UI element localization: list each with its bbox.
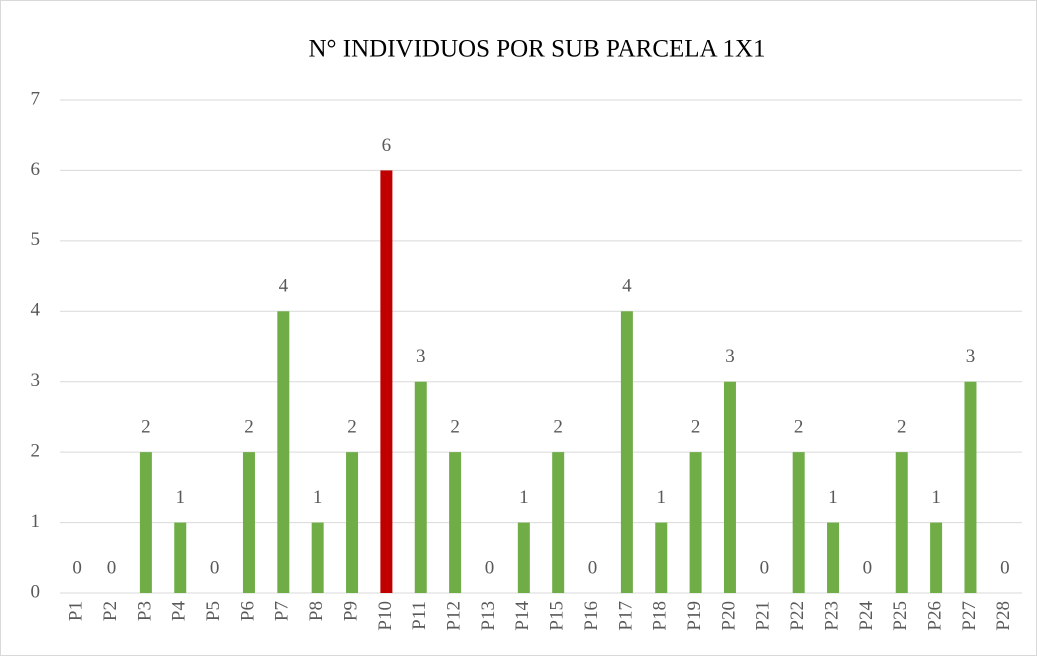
x-tick-label: P10 [375, 601, 396, 631]
bar [689, 452, 702, 593]
bar [655, 522, 668, 593]
chart-title: N° INDIVIDUOS POR SUB PARCELA 1X1 [308, 36, 765, 63]
data-label: 0 [210, 557, 220, 578]
x-tick-label: P21 [753, 601, 774, 631]
data-label: 3 [966, 346, 976, 367]
data-label: 1 [519, 487, 529, 508]
data-label: 1 [657, 487, 667, 508]
data-label: 2 [553, 417, 563, 438]
y-tick-label: 6 [31, 159, 41, 180]
data-label: 4 [279, 276, 289, 297]
data-label: 0 [107, 557, 117, 578]
x-tick-label: P12 [443, 601, 464, 631]
y-tick-label: 4 [31, 300, 41, 321]
x-tick-label: P26 [924, 601, 945, 631]
bar [346, 452, 359, 593]
data-label: 3 [725, 346, 735, 367]
data-label: 2 [691, 417, 701, 438]
data-label: 2 [244, 417, 254, 438]
data-label: 0 [1000, 557, 1010, 578]
bar [723, 381, 736, 593]
x-tick-label: P19 [684, 601, 705, 631]
bar [449, 452, 462, 593]
bar [517, 522, 530, 593]
bar [552, 452, 565, 593]
data-label: 2 [347, 417, 357, 438]
x-tick-label: P18 [650, 601, 671, 631]
bar [895, 452, 908, 593]
data-label: 0 [760, 557, 770, 578]
x-tick-label: P24 [856, 601, 877, 631]
data-label: 2 [794, 417, 804, 438]
bar [792, 452, 805, 593]
x-tick-label: P23 [821, 601, 842, 631]
bar [827, 522, 840, 593]
x-tick-label: P5 [203, 601, 224, 621]
y-tick-label: 2 [31, 441, 41, 462]
x-tick-label: P25 [890, 601, 911, 631]
x-tick-label: P28 [993, 601, 1014, 631]
x-tick-label: P3 [134, 601, 155, 621]
data-label: 2 [141, 417, 151, 438]
data-label: 0 [72, 557, 82, 578]
bar [380, 170, 393, 593]
y-tick-label: 3 [31, 370, 41, 391]
x-tick-label: P6 [237, 601, 258, 621]
data-label: 0 [588, 557, 598, 578]
x-tick-label: P27 [959, 601, 980, 631]
y-tick-label: 1 [31, 511, 41, 532]
x-tick-label: P4 [169, 601, 190, 622]
x-tick-label: P11 [409, 601, 430, 630]
x-tick-label: P9 [340, 601, 361, 621]
data-label: 4 [622, 276, 632, 297]
bar [242, 452, 255, 593]
x-tick-label: P8 [306, 601, 327, 621]
data-label: 0 [863, 557, 873, 578]
bar [277, 311, 290, 593]
data-label: 0 [485, 557, 495, 578]
x-tick-label: P14 [512, 601, 533, 631]
data-label: 2 [450, 417, 460, 438]
data-label: 3 [416, 346, 426, 367]
x-tick-label: P22 [787, 601, 808, 631]
y-tick-label: 0 [31, 581, 41, 602]
bar [311, 522, 324, 593]
data-label: 1 [828, 487, 838, 508]
data-label: 1 [313, 487, 323, 508]
bar [930, 522, 943, 593]
x-tick-label: P20 [718, 601, 739, 631]
data-label: 6 [382, 135, 392, 156]
bar [174, 522, 187, 593]
bar [139, 452, 152, 593]
bar [964, 381, 977, 593]
y-tick-label: 7 [31, 88, 41, 109]
x-tick-label: P13 [478, 601, 499, 631]
data-label: 2 [897, 417, 907, 438]
bar [414, 381, 427, 593]
data-label: 1 [931, 487, 941, 508]
bar [620, 311, 633, 593]
x-tick-label: P2 [100, 601, 121, 621]
y-tick-label: 5 [31, 229, 41, 250]
x-tick-label: P1 [66, 601, 87, 621]
x-tick-label: P7 [272, 601, 293, 621]
data-label: 1 [176, 487, 186, 508]
x-tick-label: P16 [581, 601, 602, 631]
x-tick-label: P15 [547, 601, 568, 631]
x-tick-label: P17 [615, 601, 636, 631]
